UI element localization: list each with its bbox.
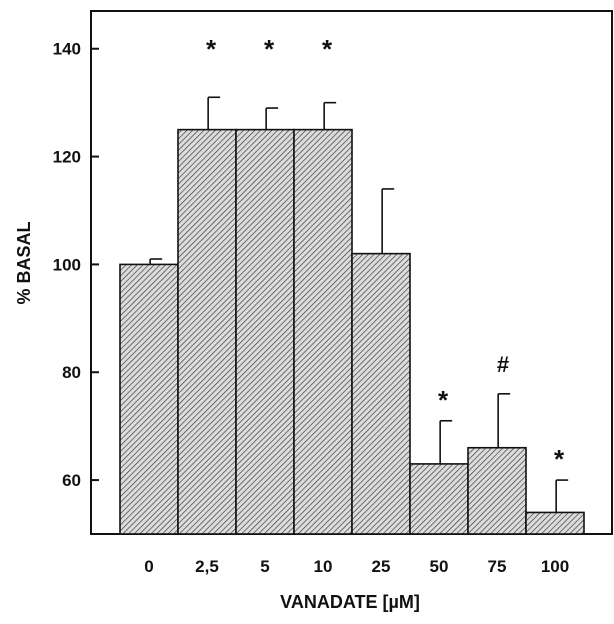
error-bar	[381, 188, 395, 254]
bar	[467, 446, 527, 535]
x-tick-label: 0	[144, 557, 153, 576]
y-axis: 60 80 100 120 140	[53, 40, 99, 490]
y-tick-label: 140	[53, 40, 81, 59]
bar	[235, 128, 295, 535]
y-tick-label: 120	[53, 148, 81, 167]
error-bars	[149, 96, 569, 513]
error-bar	[439, 419, 453, 464]
bar	[409, 463, 469, 535]
bar	[525, 511, 585, 535]
y-tick-label: 80	[62, 363, 81, 382]
significance-marker: *	[264, 34, 275, 64]
bar	[351, 252, 411, 535]
x-tick-label: 2,5	[195, 557, 219, 576]
error-bar	[149, 258, 163, 265]
x-axis: 0 2,5 5 10 25 50 75 100	[144, 557, 569, 576]
error-bar	[207, 96, 221, 130]
y-tick-label: 60	[62, 471, 81, 490]
x-tick-label: 10	[314, 557, 333, 576]
error-bar	[323, 101, 337, 130]
x-axis-title: VANADATE [µM]	[280, 592, 420, 612]
x-tick-label: 75	[488, 557, 507, 576]
significance-marker: *	[206, 34, 217, 64]
significance-markers: * * * * # *	[206, 34, 565, 474]
bars	[119, 128, 585, 535]
y-axis-title: % BASAL	[14, 221, 34, 304]
significance-marker: *	[554, 444, 565, 474]
significance-marker: #	[497, 352, 509, 377]
x-tick-label: 5	[260, 557, 269, 576]
significance-marker: *	[438, 385, 449, 415]
x-tick-label: 100	[541, 557, 569, 576]
x-tick-label: 25	[372, 557, 391, 576]
bar	[177, 128, 237, 535]
y-tick-label: 100	[53, 255, 81, 274]
error-bar	[497, 393, 511, 448]
x-tick-label: 50	[430, 557, 449, 576]
bar	[119, 263, 179, 535]
error-bar	[265, 107, 279, 130]
significance-marker: *	[322, 34, 333, 64]
error-bar	[555, 479, 569, 513]
bar	[293, 128, 353, 535]
